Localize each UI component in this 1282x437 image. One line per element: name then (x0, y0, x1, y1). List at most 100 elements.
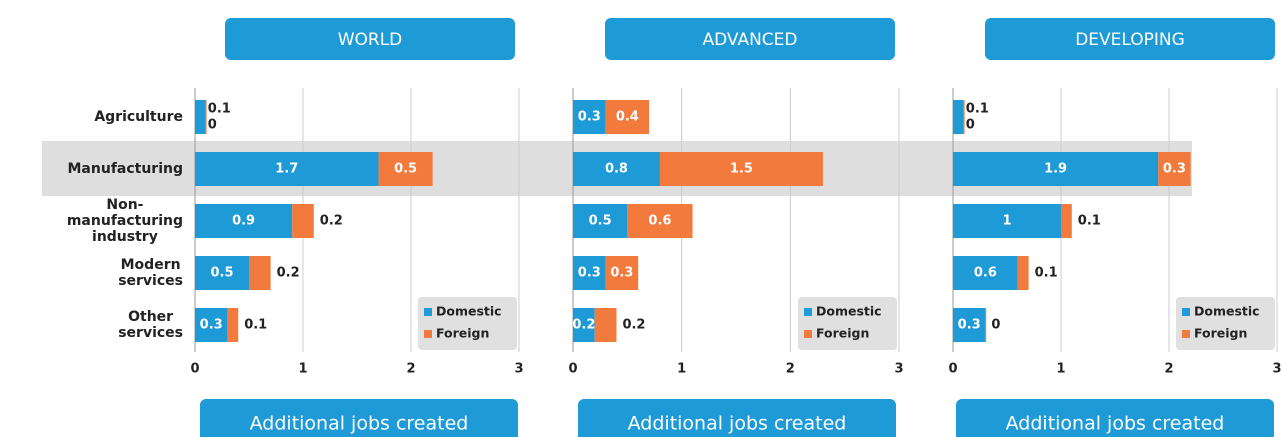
bar-segment (573, 256, 606, 290)
data-label: 0.1 (1078, 214, 1101, 229)
data-label: 0 (991, 318, 1000, 333)
bar-segment (594, 308, 617, 342)
panel-title: WORLD (338, 30, 403, 50)
legend-box (1176, 297, 1275, 350)
data-label: 0 (208, 118, 217, 133)
bar-segment (205, 100, 207, 134)
bar-segment (227, 308, 239, 342)
legend-label: Foreign (436, 326, 489, 341)
x-tick-label: 3 (514, 362, 523, 377)
bar-segment (985, 308, 987, 342)
legend-swatch (1182, 330, 1190, 338)
bar-segment (195, 152, 379, 186)
legend-label: Foreign (816, 326, 869, 341)
x-tick-label: 3 (894, 362, 903, 377)
bar-segment (605, 100, 650, 134)
bar-segment (659, 152, 823, 186)
bar-segment (292, 204, 314, 238)
data-label: 0.2 (277, 266, 300, 281)
bar-segment (195, 204, 293, 238)
data-label: 1.7 (275, 162, 298, 177)
x-tick-label: 0 (568, 362, 577, 377)
data-label: 0.1 (966, 102, 989, 117)
data-label: 1.9 (1044, 162, 1067, 177)
bar-segment (195, 308, 228, 342)
data-label: 0.9 (232, 214, 255, 229)
data-label: 0.2 (622, 318, 645, 333)
data-label: 0.3 (1163, 162, 1186, 177)
data-label: 1 (1002, 214, 1011, 229)
x-axis-label: Additional jobs created (250, 413, 469, 435)
legend-box (418, 297, 517, 350)
x-tick-label: 0 (948, 362, 957, 377)
bar-segment (1158, 152, 1191, 186)
bar-segment (195, 100, 206, 134)
xlabel-box (200, 399, 518, 437)
data-label: 0.4 (616, 110, 639, 125)
bar-segment (953, 308, 986, 342)
data-label: 0.2 (320, 214, 343, 229)
data-label: 0.6 (648, 214, 671, 229)
title-box (985, 18, 1275, 60)
data-label: 0.2 (572, 318, 595, 333)
bar-segment (378, 152, 433, 186)
data-label: 0.3 (958, 318, 981, 333)
x-tick-label: 1 (677, 362, 686, 377)
x-tick-label: 2 (786, 362, 795, 377)
bar-segment (573, 308, 595, 342)
bar-segment (573, 100, 606, 134)
bar-segment (963, 100, 965, 134)
bar-segment (1017, 256, 1029, 290)
category-label: Non-manufacturing industry (66, 197, 183, 245)
legend-swatch (804, 308, 812, 316)
data-label: 0.1 (1035, 266, 1058, 281)
x-axis-label: Additional jobs created (1006, 413, 1225, 435)
data-label: 0.8 (605, 162, 628, 177)
x-tick-label: 1 (1056, 362, 1065, 377)
panel-title: DEVELOPING (1075, 30, 1185, 50)
legend-label: Domestic (436, 304, 502, 319)
bar-segment (1061, 204, 1072, 238)
title-box (605, 18, 895, 60)
x-tick-label: 2 (406, 362, 415, 377)
legend-box (798, 297, 897, 350)
data-label: 0.1 (244, 318, 267, 333)
legend-swatch (804, 330, 812, 338)
data-label: 0.5 (210, 266, 233, 281)
legend-swatch (424, 308, 432, 316)
legend-label: Foreign (1194, 326, 1247, 341)
data-label: 1.5 (730, 162, 753, 177)
bar-segment (605, 256, 639, 290)
legend-label: Domestic (1194, 304, 1260, 319)
x-tick-label: 0 (190, 362, 199, 377)
title-box (225, 18, 515, 60)
data-label: 0 (966, 118, 975, 133)
x-tick-label: 1 (298, 362, 307, 377)
bar-segment (573, 152, 660, 186)
legend-label: Domestic (816, 304, 882, 319)
x-axis-label: Additional jobs created (628, 413, 847, 435)
legend-swatch (1182, 308, 1190, 316)
x-tick-label: 3 (1272, 362, 1281, 377)
bar-segment (195, 256, 249, 290)
bar-segment (573, 204, 628, 238)
bar-segment (953, 100, 964, 134)
data-label: 0.5 (589, 214, 612, 229)
data-label: 0.3 (578, 110, 601, 125)
data-label: 0.6 (974, 266, 997, 281)
bar-segment (953, 152, 1159, 186)
legend-swatch (424, 330, 432, 338)
category-label: Other services (118, 309, 184, 341)
x-tick-label: 2 (1164, 362, 1173, 377)
xlabel-box (956, 399, 1274, 437)
data-label: 0.5 (394, 162, 417, 177)
data-label: 0.3 (200, 318, 223, 333)
category-label: Agriculture (94, 109, 183, 125)
category-label: Manufacturing (67, 161, 184, 177)
data-label: 0.3 (610, 266, 633, 281)
bar-segment (953, 256, 1018, 290)
bar-segment (953, 204, 1061, 238)
data-label: 0.1 (208, 102, 231, 117)
